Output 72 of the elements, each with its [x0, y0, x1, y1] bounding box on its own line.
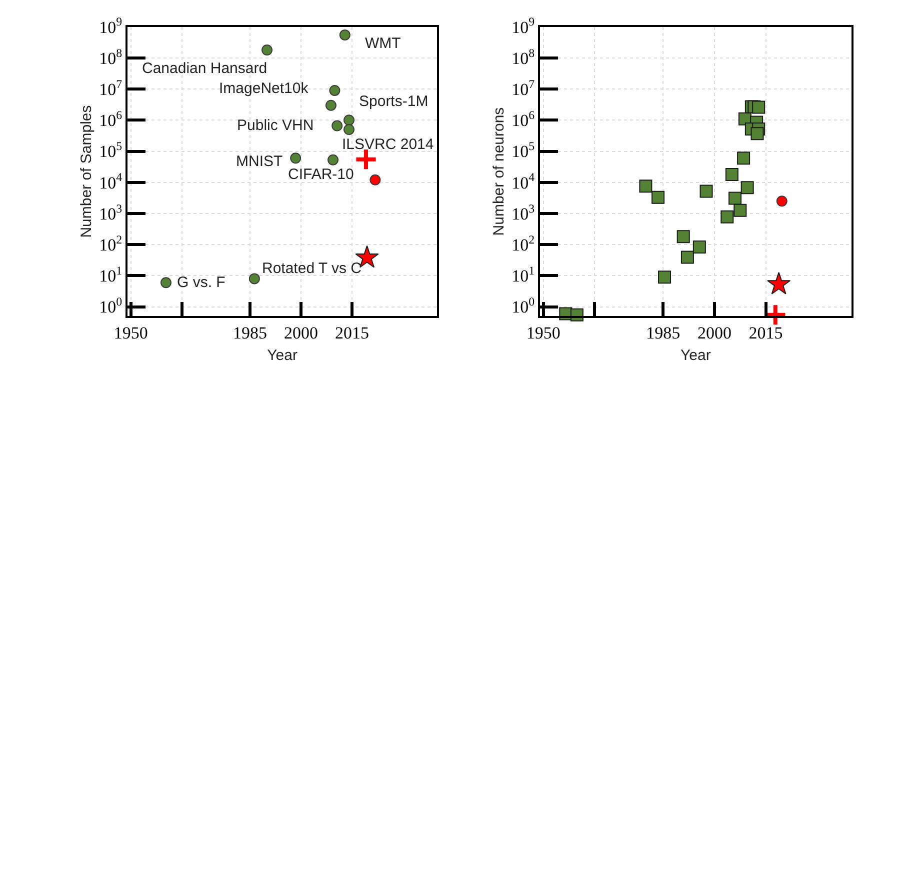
point: [639, 180, 652, 193]
y-tick-label: 10$^{3}$: [99, 201, 122, 224]
x-tick-label: 1950: [114, 324, 148, 343]
y-tick-label: 10$^{5}$: [99, 139, 122, 162]
point: [325, 100, 336, 111]
annotation: WMT: [365, 35, 401, 52]
y-axis-title: Number of Samples: [78, 105, 95, 238]
y-tick-label: 10$^{1}$: [99, 264, 122, 286]
y-tick-label: 10$^{3}$: [512, 201, 535, 224]
point: [262, 44, 273, 56]
point: [328, 154, 339, 166]
point: [728, 192, 742, 205]
y-tick-label: 10$^{7}$: [512, 76, 535, 100]
y-tick-label: 10$^{9}$: [512, 14, 535, 37]
point: [692, 240, 706, 254]
y-tick-label: 10$^{1}$: [512, 264, 535, 286]
annotation: G vs. F: [177, 274, 226, 291]
point: [725, 168, 738, 181]
point: [740, 181, 754, 194]
annotation: ImageNet10k: [219, 80, 309, 97]
point: [750, 127, 764, 140]
y-tick-label: 10$^{9}$: [99, 14, 122, 37]
y-tick-label: 10$^{4}$: [99, 170, 122, 192]
y-tick-label: 10$^{6}$: [99, 108, 122, 130]
x-axis-title: Year: [680, 347, 711, 364]
y-tick-label: 10$^{0}$: [99, 294, 122, 317]
y-tick-label: 10$^{2}$: [512, 232, 535, 255]
point: [248, 273, 260, 284]
x-tick-label: 2015: [748, 324, 783, 343]
x-tick-label: 2000: [697, 324, 732, 343]
point: [766, 272, 791, 294]
y-tick-label: 10$^{0}$: [512, 294, 535, 317]
y-tick-label: 10$^{6}$: [512, 108, 535, 130]
x-tick-label: 2015: [335, 324, 370, 343]
point: [652, 190, 665, 204]
x-tick-label: 1985: [232, 324, 267, 343]
x-tick-label: 1950: [526, 324, 560, 343]
point: [700, 184, 713, 198]
point: [776, 196, 788, 207]
annotation: Sports-1M: [359, 93, 428, 110]
annotation: Rotated T vs C: [262, 260, 362, 277]
point: [290, 152, 302, 164]
annotation: Public VHN: [237, 117, 314, 134]
annotation: CIFAR-10: [288, 166, 354, 183]
point: [332, 120, 343, 132]
x-tick-label: 2000: [284, 324, 318, 343]
y-tick-label: 10$^{5}$: [512, 139, 535, 162]
point: [329, 84, 340, 96]
annotation: ILSVRC 2014: [342, 136, 434, 153]
annotation: MNIST: [236, 153, 283, 170]
point: [160, 277, 172, 288]
y-tick-label: 10$^{8}$: [512, 46, 535, 68]
point: [344, 114, 354, 126]
point: [734, 204, 747, 217]
point: [344, 124, 354, 136]
y-tick-label: 10$^{4}$: [512, 170, 535, 192]
point: [354, 148, 378, 172]
x-axis-title: Year: [267, 347, 298, 364]
x-tick-label: 1985: [646, 324, 680, 343]
y-tick-label: 10$^{7}$: [99, 76, 122, 100]
y-axis-title: Number of neurons: [490, 107, 508, 236]
point: [680, 250, 694, 264]
y-tick-label: 10$^{8}$: [99, 46, 122, 68]
point: [370, 174, 381, 186]
annotation: Canadian Hansard: [142, 60, 268, 77]
point: [676, 230, 690, 244]
point: [737, 152, 750, 165]
point: [658, 270, 672, 284]
point: [720, 210, 734, 224]
y-tick-label: 10$^{2}$: [99, 232, 122, 255]
point: [339, 29, 350, 40]
point: [752, 100, 766, 114]
